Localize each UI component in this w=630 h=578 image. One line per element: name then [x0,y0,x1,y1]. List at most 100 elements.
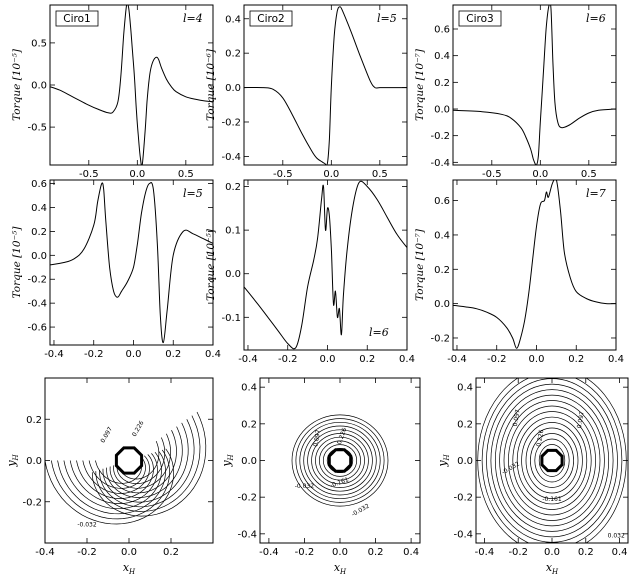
y-tick-label: 0.0 [434,299,450,310]
y-axis-unit: [10⁻⁵] [11,48,23,80]
x-tick-label: -0.4 [259,547,279,558]
contour-label: 0.097 [576,411,586,429]
y-axis-unit: [10⁻⁷] [414,48,426,80]
contour-line [315,460,365,485]
y-tick-label: -0.2 [27,275,47,286]
contour-line [477,460,627,543]
contour-line [486,378,618,461]
y-tick-label: 0.1 [225,226,241,237]
panel-c1: -0.4 -0.2 0.0 0.2 -0.2 0.0 0.2 0.097 0.226 -0.032… [5,377,214,576]
contour-line [95,415,201,512]
x-tick-label: -0.4 [238,354,258,365]
x-axis-subscript: H [551,568,559,576]
contour-line [322,460,358,477]
x-tick-label: 0.2 [368,547,384,558]
y-tick-label: 0.0 [31,251,47,262]
y-tick-label: 0.0 [434,105,450,116]
y-axis-label: Torque [10⁻⁷] [414,48,426,121]
y-axis-name: Torque [205,260,217,301]
series-line [244,180,407,350]
y-tick-label: 0.0 [26,456,42,467]
y-tick-label: 0.4 [241,383,257,394]
contour-line [490,383,614,461]
contour-label: -0.032 [77,522,97,529]
contour-label: 0.226 [131,420,146,439]
y-tick-label: 0.4 [457,383,473,394]
plot-frame [243,179,408,351]
y-axis-name: Torque [205,80,217,121]
contour-line [295,418,385,461]
contour-line [45,448,174,525]
y-axis-label: Torque [10⁻⁷] [414,228,426,301]
y-tick-label: 0.0 [225,269,241,280]
contour-line [481,460,623,543]
contour-line [303,460,377,496]
y-axis-label: yH [5,453,20,467]
l-label: l=7 [586,187,606,200]
x-tick-label: 0.0 [532,169,548,180]
y-tick-label: -0.2 [22,497,42,508]
y-tick-label: -0.2 [237,493,257,504]
contour-label: -0.161 [542,496,562,503]
contour-line [538,444,566,461]
y-tick-label: 0.4 [434,230,450,241]
contour-line [494,389,610,461]
y-tick-label: 0.2 [225,49,241,60]
contour-line [494,460,610,532]
planet-region [114,446,144,475]
y-axis-name: Torque [11,80,23,121]
contour-line [534,460,570,483]
contour-line [303,425,377,461]
y-axis-label: yH [436,453,451,467]
y-tick-label: 0.2 [434,78,450,89]
planet-region [327,448,353,473]
contour-line [76,454,154,499]
y-tick-label: 0.5 [31,38,47,49]
plot-frame [243,4,408,166]
panel-c2: -0.4 -0.2 0.0 0.2 0.4-0.4-0.20.00.20.40.097 0… [220,377,421,576]
y-tick-label: -0.2 [430,131,450,142]
y-axis-name: y [220,460,233,468]
x-axis-subscript: H [339,568,347,576]
y-tick-label: -0.2 [453,493,473,504]
contour-line [291,414,389,461]
contour-line [512,460,592,510]
contour-line [499,460,605,527]
contour-line [307,429,373,461]
y-tick-label: 0.4 [225,14,241,25]
contour-line [521,422,583,461]
contour-label: 0.097 [99,426,114,445]
x-tick-label: 0.0 [544,547,560,558]
y-axis-unit: [10⁻⁶] [205,48,217,80]
x-axis-label: xH [123,561,136,576]
x-tick-label: 0.0 [320,354,336,365]
contour-line [50,449,170,520]
y-tick-label: -0.4 [27,299,47,310]
x-axis-label: xH [546,561,559,576]
y-tick-label: 0.0 [225,83,241,94]
series-line [50,5,213,165]
x-tick-label: 0.4 [608,354,624,365]
contour-line [486,460,618,543]
model-label-box [55,10,99,27]
x-tick-label: 0.0 [332,547,348,558]
x-tick-label: -0.2 [487,354,507,365]
x-axis-label: xH [334,561,347,576]
contour-line [57,450,166,515]
series-line [453,180,616,349]
contour-line [512,411,592,461]
l-label: l=6 [586,12,606,25]
x-tick-label: 0.0 [129,169,145,180]
contour-line [307,460,373,492]
contour-line [113,433,171,489]
contour-line [315,436,365,461]
x-tick-label: 0.2 [568,354,584,365]
y-tick-label: -0.2 [430,333,450,344]
panel-p2: -0.5 0.0 0.5 -0.4 -0.2 0.0 0.2 0.4 Torque [10⁻⁶]… [205,4,408,180]
x-tick-label: 0.0 [121,547,137,558]
contour-line [490,460,614,538]
contour-line [319,460,361,481]
x-tick-label: 0.4 [205,349,221,360]
y-axis-label: Torque [10⁻⁶] [205,48,217,121]
x-tick-label: -0.4 [475,547,495,558]
